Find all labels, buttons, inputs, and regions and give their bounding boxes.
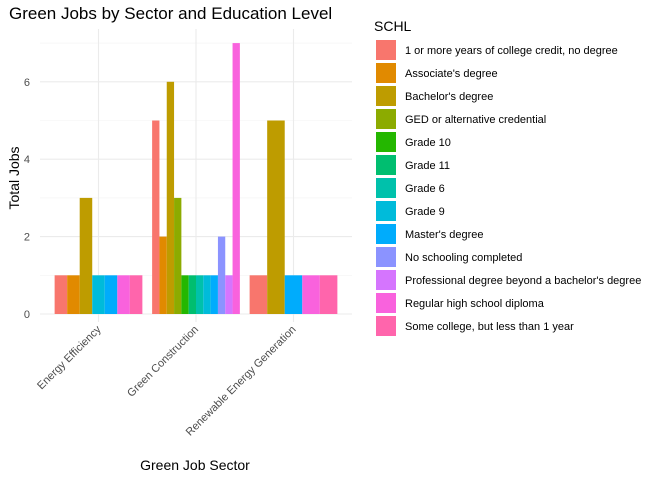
y-tick-label: 6 — [24, 77, 30, 89]
legend-swatch — [376, 178, 396, 198]
legend-item-label: Regular high school diploma — [405, 298, 545, 310]
legend-swatch — [376, 247, 396, 267]
legend-item-label: Grade 9 — [405, 206, 445, 218]
bar — [249, 275, 268, 314]
legend-item-label: Grade 10 — [405, 137, 451, 149]
legend-item-label: Grade 6 — [405, 183, 445, 195]
legend-item-label: Associate's degree — [405, 68, 498, 80]
bar — [92, 275, 105, 314]
y-tick-label: 2 — [24, 232, 30, 244]
legend-item-label: GED or alternative credential — [405, 114, 546, 126]
legend-swatch — [376, 293, 396, 313]
bar — [217, 236, 226, 314]
bar — [232, 43, 240, 314]
legend-swatch — [376, 132, 396, 152]
legend-swatch — [376, 270, 396, 290]
bar — [181, 275, 189, 314]
legend-swatch — [376, 155, 396, 175]
legend-item-label: Master's degree — [405, 229, 484, 241]
bar — [166, 81, 175, 314]
y-tick-label: 4 — [24, 154, 30, 166]
bar — [203, 275, 211, 314]
x-axis-ticks: Energy Efficiency Green ConstructionRenew… — [35, 323, 298, 438]
x-axis-title: Green Job Sector — [140, 457, 250, 473]
bar — [54, 275, 68, 314]
legend-item-label: Grade 11 — [405, 160, 450, 172]
bar — [67, 275, 80, 314]
legend-item-label: Some college, but less than 1 year — [405, 321, 574, 333]
legend-swatch — [376, 316, 396, 336]
bars — [54, 43, 338, 314]
bar — [104, 275, 118, 314]
y-axis-title: Total Jobs — [6, 146, 22, 209]
bar — [79, 197, 93, 314]
legend-items: 1 or more years of college credit, no de… — [376, 40, 641, 336]
bar — [225, 275, 233, 314]
bar — [174, 197, 182, 314]
legend-swatch — [376, 63, 396, 83]
legend-item-label: No schooling completed — [405, 252, 522, 264]
legend-item-label: Bachelor's degree — [405, 91, 493, 103]
bar — [117, 275, 130, 314]
x-tick-label: Energy Efficiency — [35, 323, 104, 392]
legend: SCHL 1 or more years of college credit, … — [374, 18, 641, 336]
bar — [267, 120, 285, 314]
x-tick-label: Renewable Energy Generation — [184, 324, 299, 439]
bar — [159, 236, 167, 314]
y-tick-label: 0 — [24, 309, 30, 321]
bar — [302, 275, 320, 314]
legend-swatch — [376, 109, 396, 129]
bar — [152, 120, 160, 314]
bar — [129, 275, 143, 314]
bar — [284, 275, 303, 314]
bar — [319, 275, 338, 314]
y-axis-ticks: 0 2 4 6 — [24, 77, 30, 321]
legend-swatch — [376, 86, 396, 106]
x-tick-label: Green Construction — [125, 324, 201, 400]
legend-swatch — [376, 224, 396, 244]
legend-item-label: Professional degree beyond a bachelor's … — [405, 275, 641, 287]
legend-swatch — [376, 40, 396, 60]
legend-swatch — [376, 201, 396, 221]
bar — [188, 275, 196, 314]
bar — [196, 275, 204, 314]
chart-title: Green Jobs by Sector and Education Level — [9, 4, 332, 23]
legend-item-label: 1 or more years of college credit, no de… — [405, 45, 618, 57]
bar — [210, 275, 218, 314]
legend-title: SCHL — [374, 18, 412, 34]
